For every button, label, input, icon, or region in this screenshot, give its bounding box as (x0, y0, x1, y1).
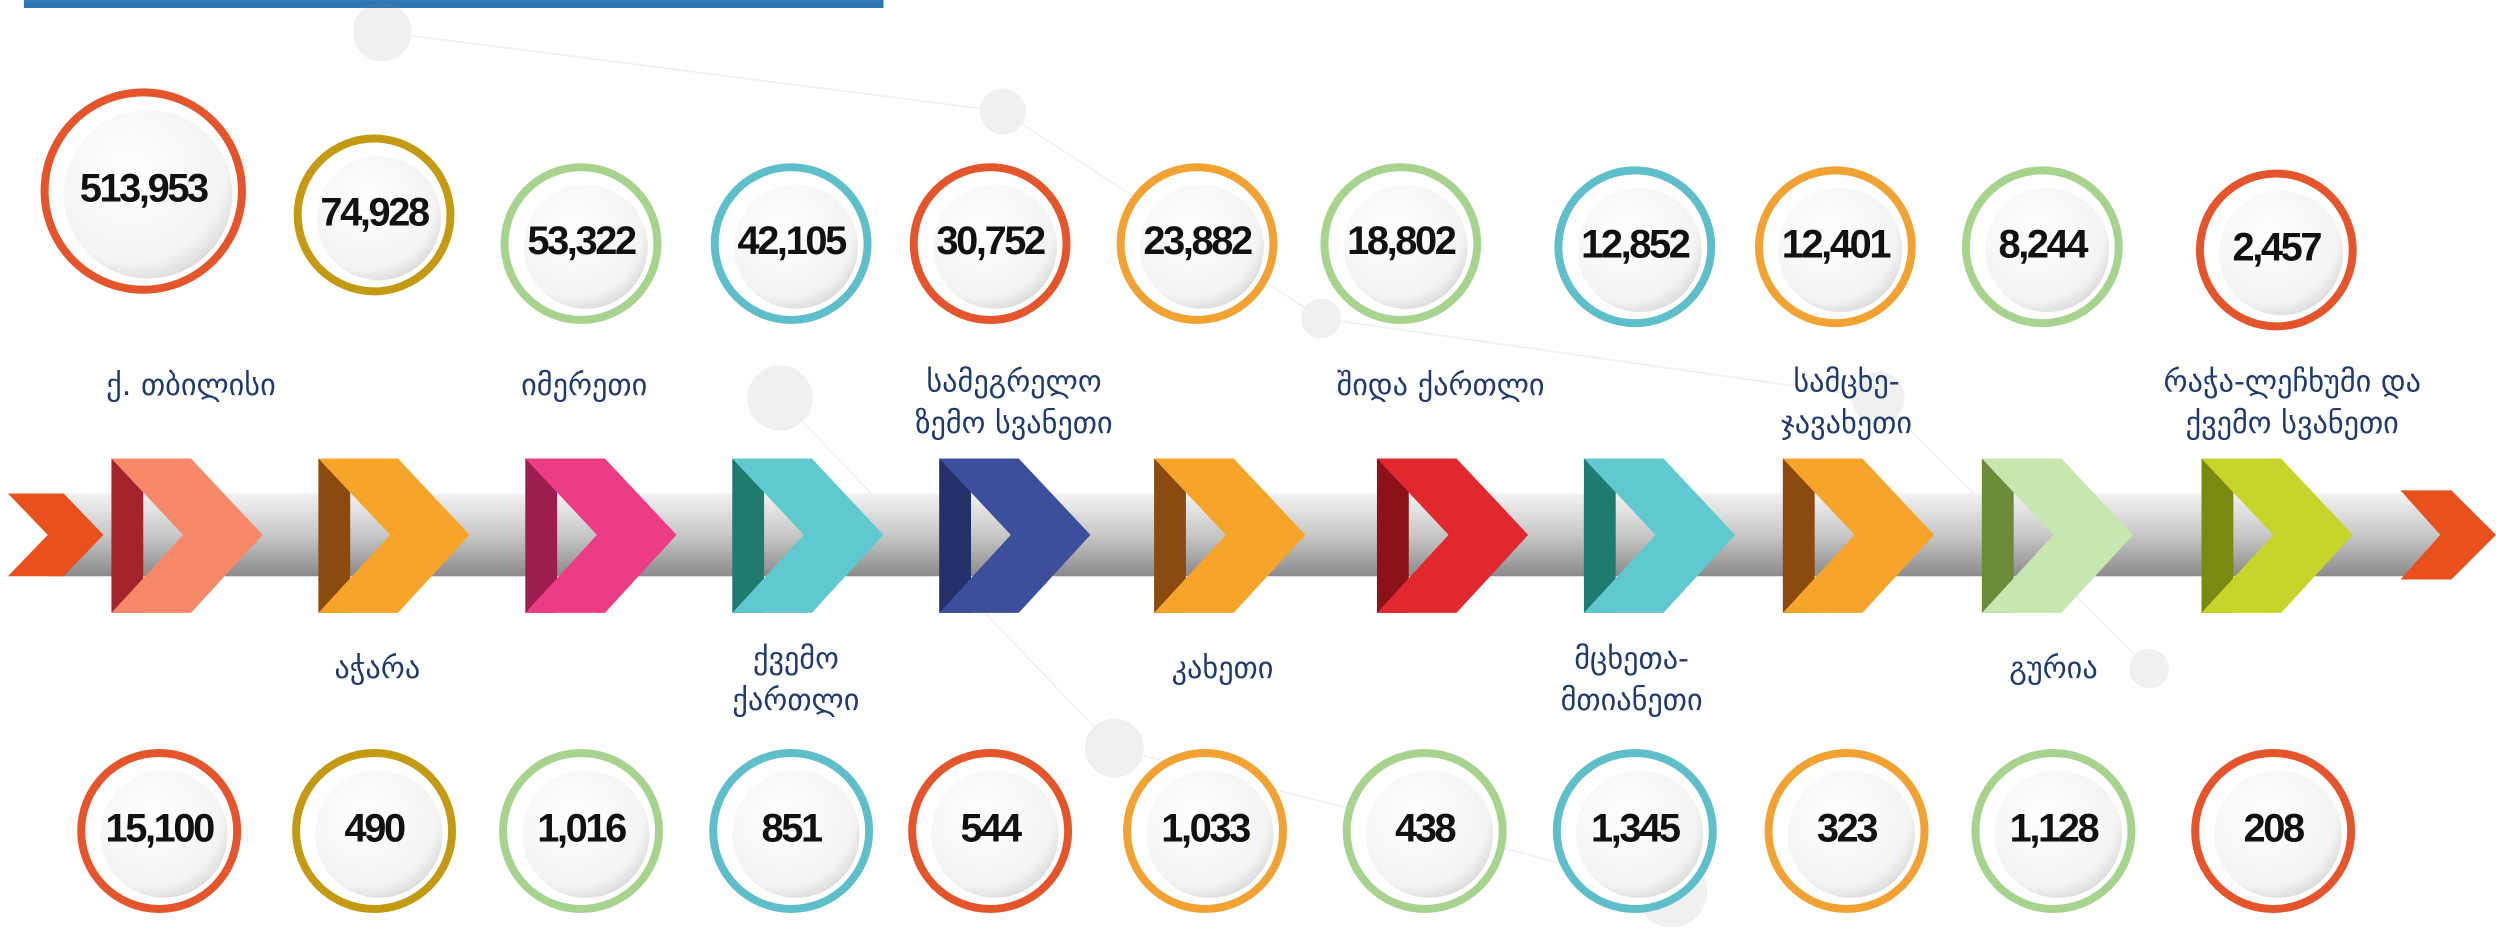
region-value: 18,802 (1347, 219, 1456, 263)
circle-inner (2219, 191, 2344, 316)
region-value: 1,345 (1591, 806, 1681, 850)
circle-inner (1577, 187, 1702, 313)
region-value: 12,852 (1581, 222, 1690, 266)
chevron-shadow (1981, 458, 2014, 613)
region-name: სამეგრელო (926, 365, 1101, 400)
region-name: შიდა ქართლი (1337, 368, 1545, 403)
top-bar (23, 0, 884, 9)
chevron (1376, 458, 1529, 613)
circle-inner (1139, 184, 1264, 309)
chevron-shadow (111, 458, 144, 613)
region-value: 323 (1817, 806, 1877, 850)
chevron-shadow (318, 458, 351, 613)
region-value: 74,928 (320, 190, 429, 234)
chevron (318, 458, 470, 613)
right-arrow (2400, 490, 2496, 580)
region-value: 8,244 (1999, 222, 2089, 266)
circle-inner (2214, 770, 2342, 898)
circle-inner (1778, 187, 1903, 313)
circle-inner (932, 184, 1057, 309)
circle-inner (315, 770, 443, 898)
circle-inner (100, 770, 228, 898)
chevron-shadow (525, 458, 558, 613)
region-name: კახეთი (1172, 651, 1274, 686)
chevron-shadow (1376, 458, 1409, 613)
circle-inner (1985, 187, 2110, 313)
chevron (939, 458, 1091, 613)
region-value: 1,033 (1161, 806, 1250, 850)
region-name: ქართლი (732, 683, 859, 718)
chevron-shadow (939, 458, 972, 613)
region-value: 23,882 (1143, 219, 1252, 263)
circle-inner (522, 770, 650, 898)
circle-inner (63, 109, 233, 279)
circle-inner (1787, 770, 1915, 898)
region-value: 1,128 (2010, 806, 2099, 850)
region-name: მთიანეთი (1561, 683, 1703, 718)
chevron-shadow (2201, 458, 2234, 613)
region-name: მცხეთა- (1574, 642, 1689, 677)
circle-inner (931, 770, 1059, 898)
region-value: 208 (2244, 806, 2304, 850)
region-value: 490 (344, 806, 404, 850)
region-value: 438 (1395, 806, 1455, 850)
region-name: რაჭა-ლეჩხუმი და (2164, 365, 2421, 400)
chevron (1782, 458, 1935, 613)
left-arrow (7, 493, 104, 577)
region-name: იმერეთი (521, 368, 647, 403)
circle-inner (1146, 770, 1274, 898)
region-value: 15,100 (106, 806, 215, 850)
chevron (2201, 458, 2353, 613)
chevron (525, 458, 677, 613)
region-name: ქვემო სვანეთი (2186, 406, 2399, 441)
region-value: 12,401 (1782, 222, 1892, 266)
circle-inner (316, 156, 441, 281)
circle-inner (1365, 770, 1494, 898)
circle-inner (1575, 770, 1704, 898)
chevron (1583, 458, 1736, 613)
circle-inner (733, 184, 858, 309)
circle-inner (1343, 184, 1468, 309)
region-name: სამცხე- (1793, 365, 1899, 400)
chevron (1154, 458, 1306, 613)
chevron (1981, 458, 2134, 613)
chevron-shadow (1154, 458, 1186, 613)
chevron-shadow (732, 458, 765, 613)
chevron (732, 458, 884, 613)
chevron (111, 458, 263, 613)
region-value: 851 (762, 806, 823, 850)
region-value: 42,105 (737, 219, 847, 263)
chevron-shadow (1782, 458, 1815, 613)
region-value: 53,322 (527, 219, 636, 263)
region-value: 544 (961, 806, 1022, 850)
circle-inner (523, 184, 648, 309)
circle-inner (1994, 770, 2122, 898)
region-value: 2,457 (2233, 225, 2322, 269)
region-name: აჭარა (334, 651, 420, 686)
region-name: ზემო სვანეთი (915, 406, 1112, 441)
region-name: ჯავახეთი (1781, 406, 1912, 441)
region-value: 513,953 (80, 167, 208, 211)
circle-inner (732, 770, 860, 898)
region-name: ქ. თბილისი (106, 368, 276, 403)
region-name: გურია (2009, 651, 2097, 686)
chevron-shadow (1583, 458, 1616, 613)
region-value: 1,016 (537, 806, 626, 850)
region-value: 30,752 (936, 219, 1045, 263)
region-name: ქვემო (753, 642, 839, 677)
